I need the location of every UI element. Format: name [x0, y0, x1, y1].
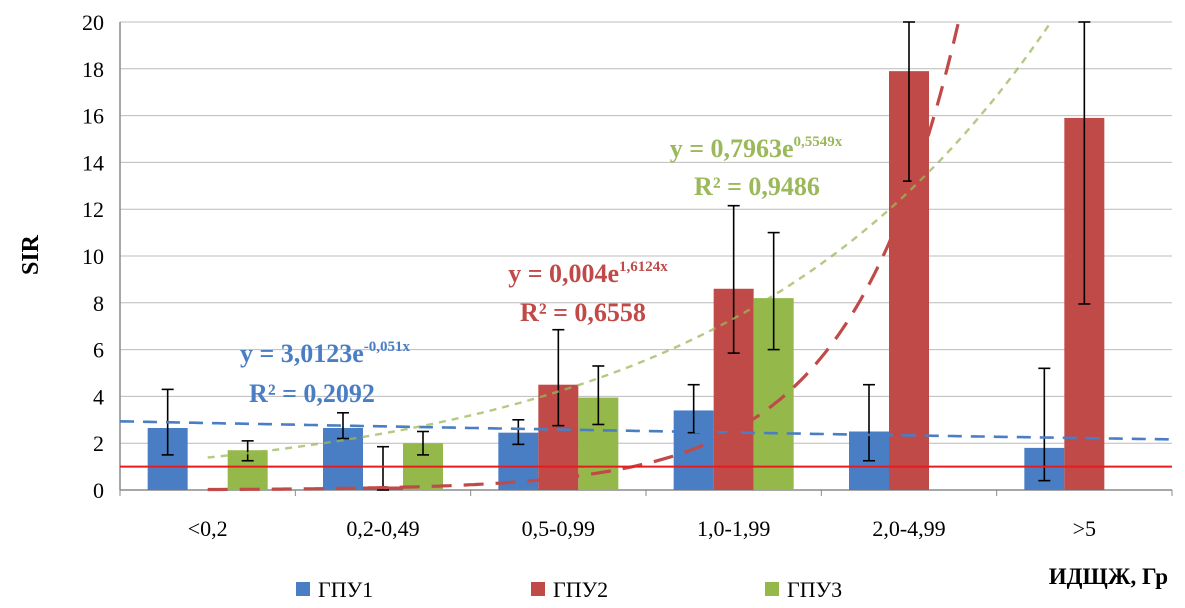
y-tick-label: 2	[93, 431, 104, 456]
legend: ГПУ1 ГПУ2 ГПУ3	[296, 577, 842, 602]
y-tick-label: 0	[93, 478, 104, 503]
legend-label: ГПУ3	[787, 577, 842, 602]
x-tick-label: >5	[1073, 516, 1096, 541]
trend-r2: R² = 0,6558	[520, 298, 646, 327]
grid-lines	[119, 21, 1172, 490]
legend-swatch	[531, 582, 545, 596]
y-tick-label: 16	[82, 104, 104, 129]
error-bars	[161, 21, 1091, 491]
y-tick-label: 8	[93, 291, 104, 316]
y-tick-label: 10	[82, 244, 104, 269]
trendlines	[119, 23, 1173, 492]
bars	[147, 71, 1105, 490]
x-tick-label: 0,2-0,49	[346, 516, 419, 541]
legend-swatch	[765, 582, 779, 596]
x-tick-label: 0,5-0,99	[522, 516, 595, 541]
trendline	[207, 23, 1051, 459]
y-axis-label: SIR	[18, 234, 44, 275]
trend-equation: y = 0,004e1,6124x	[508, 259, 668, 288]
x-axis-ticks: <0,2 0,2-0,49 0,5-0,99 1,0-1,99 2,0-4,99 >5	[119, 490, 1173, 541]
y-tick-label: 20	[82, 10, 104, 35]
y-tick-label: 18	[82, 57, 104, 82]
y-tick-label: 14	[82, 150, 104, 175]
legend-swatch	[296, 582, 310, 596]
trendline	[119, 420, 1173, 441]
trend-equation: y = 0,7963e0,5549x	[670, 134, 843, 163]
legend-label: ГПУ2	[553, 577, 608, 602]
x-tick-label: 1,0-1,99	[697, 516, 770, 541]
trend-equations: y = 3,0123e-0,051x R² = 0,2092 y = 0,004e1…	[240, 134, 843, 408]
trend-equation: y = 3,0123e-0,051x	[240, 339, 411, 368]
y-tick-label: 6	[93, 338, 104, 363]
x-tick-label: <0,2	[188, 516, 228, 541]
trend-r2: R² = 0,9486	[694, 172, 820, 201]
y-tick-label: 12	[82, 197, 104, 222]
x-tick-label: 2,0-4,99	[872, 516, 945, 541]
y-axis-ticks: 0 2 4 6 8 10 12 14 16 18 20	[82, 10, 104, 503]
y-tick-label: 4	[93, 384, 104, 409]
legend-label: ГПУ1	[318, 577, 373, 602]
x-axis-label: ИДЩЖ, Гр	[1049, 564, 1168, 589]
trend-r2: R² = 0,2092	[249, 379, 375, 408]
